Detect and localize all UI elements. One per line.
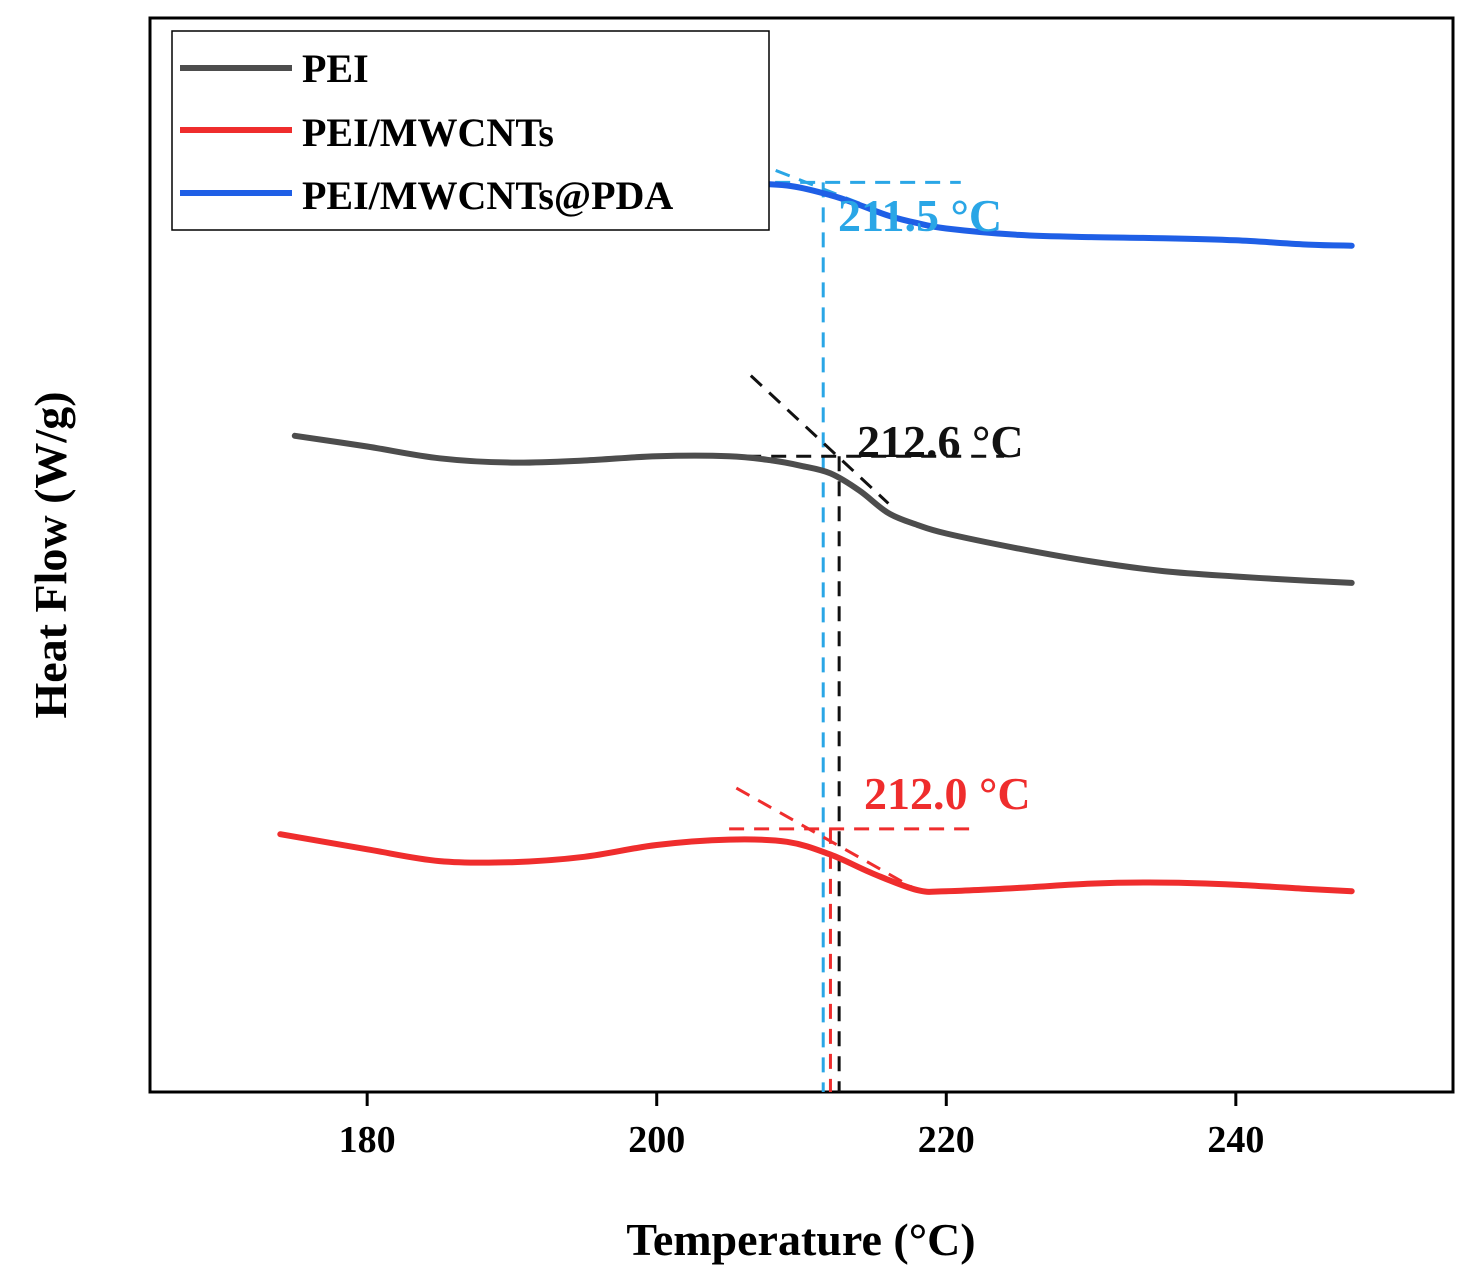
legend-label-pei: PEI — [302, 46, 369, 91]
x-tick-label-180: 180 — [339, 1119, 396, 1161]
x-axis-title: Temperature (°C) — [626, 1214, 975, 1265]
legend-label-pei-mwcnts-pda: PEI/MWCNTs@PDA — [302, 173, 673, 218]
legend-label-pei-mwcnts: PEI/MWCNTs — [302, 110, 554, 155]
annotation-tangent-2 — [735, 786, 919, 892]
annotation-label-pei: 212.6 °C — [857, 416, 1024, 467]
y-axis-title: Heat Flow (W/g) — [25, 391, 76, 718]
annotation-label-mwcnts: 212.0 °C — [864, 768, 1031, 819]
annotation-label-pda: 211.5 °C — [838, 190, 1002, 241]
series-line-pei-mwcnts — [277, 831, 1355, 895]
series-layer — [277, 176, 1355, 895]
plot-frame — [148, 16, 1455, 1094]
series-line-pei — [291, 432, 1355, 586]
legend: PEI PEI/MWCNTs PEI/MWCNTs@PDA — [171, 30, 770, 231]
annotation-tangent-1 — [749, 374, 890, 505]
tick-layer: 180 200 220 240 — [339, 1092, 1264, 1161]
x-tick-label-200: 200 — [628, 1119, 685, 1161]
annotation-layer — [671, 150, 1005, 1092]
x-tick-label-240: 240 — [1207, 1119, 1264, 1161]
x-tick-label-220: 220 — [918, 1119, 975, 1161]
